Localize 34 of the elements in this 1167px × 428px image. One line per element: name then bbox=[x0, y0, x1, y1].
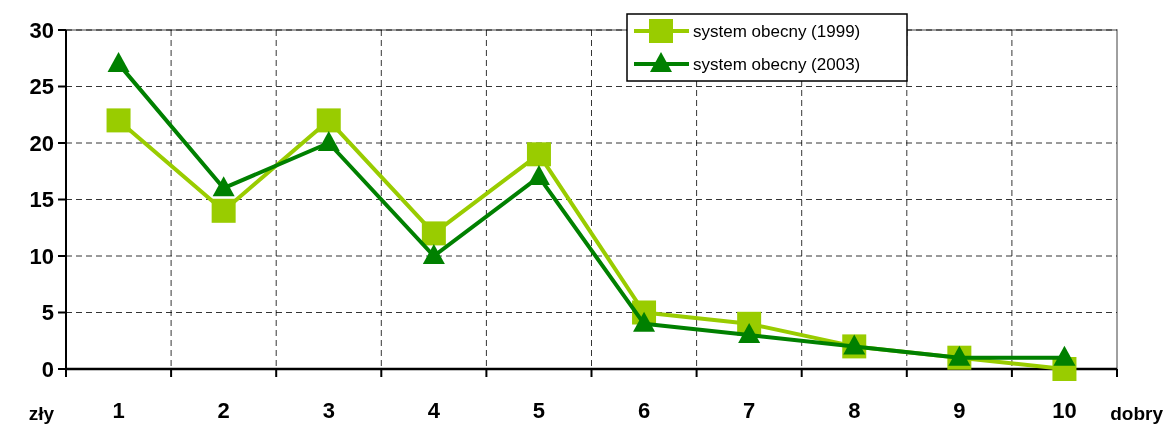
text: dobry bbox=[1110, 403, 1164, 424]
point bbox=[421, 221, 446, 246]
point bbox=[1053, 345, 1076, 366]
point bbox=[316, 108, 341, 133]
point bbox=[107, 51, 130, 72]
x-tick-label: 10 bbox=[1052, 398, 1077, 423]
point bbox=[211, 198, 236, 223]
x-tick-label: 3 bbox=[322, 398, 335, 423]
x-tick-label: 2 bbox=[217, 398, 230, 423]
point bbox=[212, 176, 235, 197]
legend-label: system obecny (2003) bbox=[693, 54, 861, 74]
point bbox=[526, 142, 551, 167]
point bbox=[527, 164, 550, 185]
point bbox=[633, 311, 656, 332]
x-tick-label: 9 bbox=[953, 398, 966, 423]
x-tick-label: 6 bbox=[637, 398, 651, 423]
text: zły bbox=[28, 403, 55, 424]
x-tick-label: 8 bbox=[848, 398, 861, 423]
x-tick-label: 1 bbox=[112, 398, 125, 423]
y-tick-label: 15 bbox=[29, 187, 54, 213]
x-tick-label: 7 bbox=[743, 398, 756, 423]
y-tick-label: 10 bbox=[29, 243, 54, 269]
legend-label: system obecny (1999) bbox=[693, 21, 861, 41]
y-tick-label: 0 bbox=[41, 356, 54, 382]
point bbox=[422, 244, 445, 264]
point bbox=[317, 131, 340, 151]
y-tick-label: 30 bbox=[29, 17, 54, 43]
x-tick-label: 4 bbox=[427, 398, 441, 423]
point bbox=[106, 108, 131, 133]
y-tick-label: 20 bbox=[29, 130, 54, 156]
y-tick-label: 25 bbox=[29, 74, 54, 100]
y-tick-label: 5 bbox=[41, 300, 54, 326]
point bbox=[738, 323, 761, 344]
x-tick-label: 5 bbox=[532, 398, 546, 423]
